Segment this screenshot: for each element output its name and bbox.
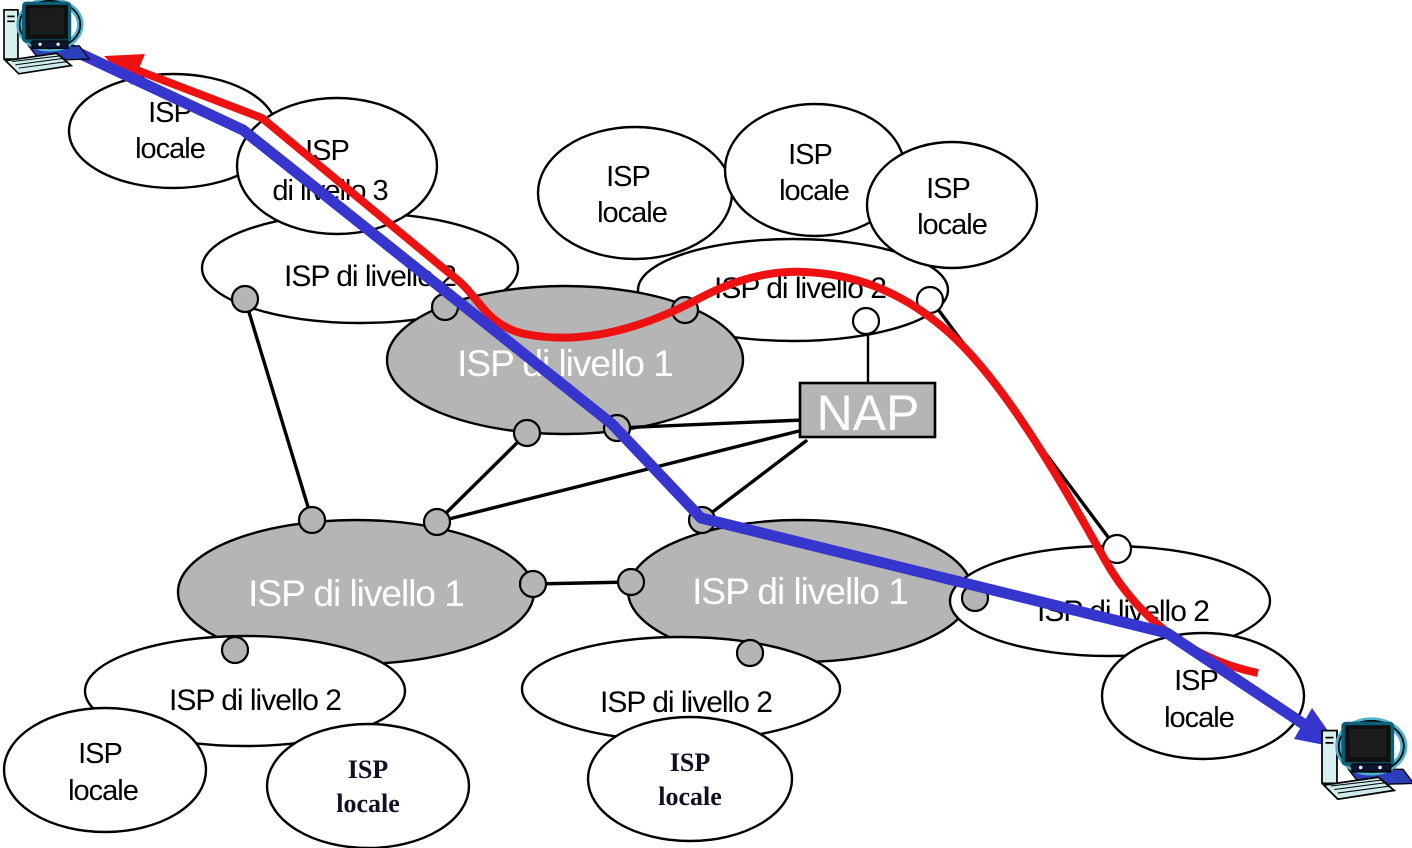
- link-tier1top-nap: [615, 418, 805, 430]
- local-isp-mid3-line2: locale: [917, 209, 987, 241]
- tier1-top-label: ISP di livello 1: [457, 343, 673, 384]
- local-isp-mid3-line1: ISP: [926, 173, 970, 205]
- local-isp-mid2-line2: locale: [779, 175, 849, 207]
- exchange-node: [851, 306, 881, 336]
- link-tier2left-tier1bl: [243, 297, 314, 522]
- cloud-local-isp-bm: ISP locale: [586, 715, 794, 843]
- nap-label: NAP: [817, 385, 920, 441]
- link-tier1bl-nap: [435, 428, 805, 524]
- cloud-local-isp-mid3: ISP locale: [865, 140, 1039, 270]
- cloud-tier1-bottom-left: ISP di livello 1: [176, 518, 536, 666]
- nap-box: [798, 381, 937, 439]
- tier1-bl-label: ISP di livello 1: [248, 573, 464, 614]
- local-isp-tl-line2: locale: [135, 133, 205, 165]
- local-isp-bl2-ellipse: [265, 722, 471, 848]
- tier3-ellipse: [235, 96, 439, 236]
- cloud-tier2-bottom-left: ISP di livello 2: [83, 634, 407, 748]
- pop-node: [616, 567, 646, 597]
- local-isp-bm-ellipse: [586, 715, 794, 843]
- pop-node: [512, 418, 542, 448]
- cloud-local-isp-mid2: ISP locale: [723, 102, 907, 238]
- local-isp-mid3-ellipse: [865, 140, 1039, 270]
- link-tier1bm-nap: [700, 439, 808, 522]
- local-isp-bm-line1: ISP: [670, 748, 711, 777]
- pop-node: [422, 507, 452, 537]
- local-isp-bl2-line2: locale: [336, 789, 400, 818]
- pop-node: [220, 635, 250, 665]
- local-isp-bl1-line2: locale: [68, 775, 138, 807]
- red-route-path: [132, 65, 1259, 677]
- cloud-tier1-bottom-middle: ISP di livello 1: [626, 518, 974, 664]
- pop-node: [735, 638, 765, 668]
- pop-node: [230, 284, 260, 314]
- tier1-bm-label: ISP di livello 1: [692, 571, 908, 612]
- local-isp-bm-line2: locale: [658, 782, 722, 811]
- computer-icon-destination: [1322, 721, 1412, 799]
- local-isp-mid1-ellipse: [536, 125, 734, 261]
- tier2-bm-label: ISP di livello 2: [600, 686, 772, 719]
- tier2-bl-label: ISP di livello 2: [169, 684, 341, 717]
- cloud-local-isp-bl2: ISP locale: [265, 722, 471, 848]
- cloud-local-isp-mid1: ISP locale: [536, 125, 734, 261]
- cloud-tier2-bottom-middle: ISP di livello 2: [520, 635, 842, 743]
- local-isp-mid2-line1: ISP: [788, 139, 832, 171]
- pop-node: [518, 569, 548, 599]
- link-tier1bl-tier1bm: [531, 580, 633, 586]
- local-isp-bl1-ellipse: [2, 706, 208, 834]
- local-isp-bl2-line1: ISP: [348, 755, 389, 784]
- local-isp-mid1-line1: ISP: [606, 161, 650, 193]
- local-isp-br-ellipse: [1100, 631, 1306, 761]
- tier2-bl-ellipse: [83, 634, 407, 748]
- cloud-local-isp-br: ISP locale: [1100, 631, 1306, 761]
- computer-icon-source: [4, 1, 89, 74]
- local-isp-br-line2: locale: [1164, 702, 1234, 734]
- local-isp-br-line1: ISP: [1174, 665, 1218, 697]
- local-isp-mid1-line2: locale: [597, 197, 667, 229]
- cloud-tier3: ISP di livello 3: [235, 96, 439, 236]
- nap: NAP: [798, 381, 937, 441]
- local-isp-bl1-line1: ISP: [78, 738, 122, 770]
- blue-route-path: [65, 43, 1309, 730]
- pop-node: [297, 505, 327, 535]
- cloud-local-isp-bl1: ISP locale: [2, 706, 208, 834]
- link-tier1top-tier1bl: [435, 431, 529, 524]
